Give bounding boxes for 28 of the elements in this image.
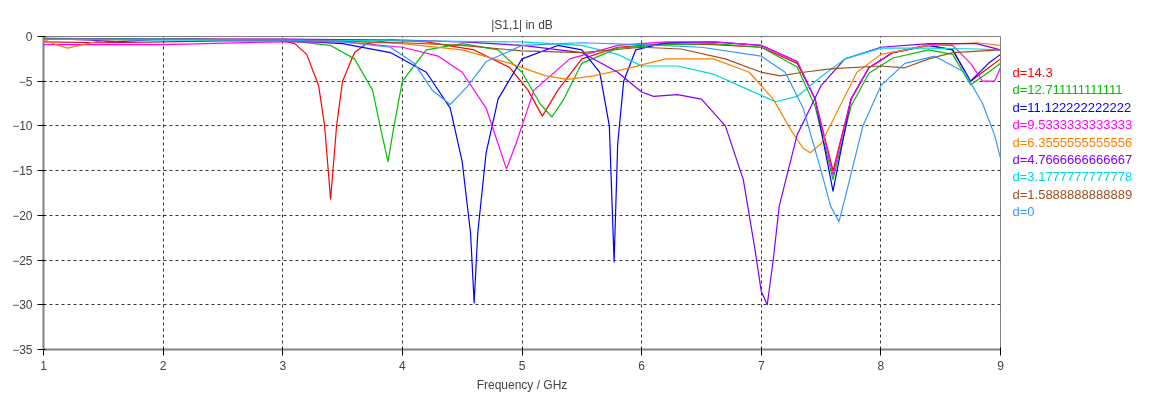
x-tick-label: 2 [159, 358, 167, 373]
y-tick-label: −35 [12, 343, 33, 357]
x-axis-title: Frequency / GHz [476, 377, 568, 392]
x-tick-label: 4 [399, 358, 407, 373]
text: d=3.1777777777778 [1012, 169, 1133, 185]
text: d=4.7666666666667 [1012, 151, 1133, 167]
y-tick-label: 0 [25, 30, 33, 44]
series-label: d=12.711111111111 [1012, 82, 1123, 98]
chart-title: |S1,1| in dB [491, 17, 553, 32]
series-label: d=14.3 [1012, 64, 1053, 80]
x-tick-label: 1 [40, 358, 48, 373]
x-tick-label: 9 [997, 358, 1005, 373]
x-tick-label: 7 [757, 358, 765, 373]
x-tick-label: 3 [279, 358, 287, 373]
y-tick-label: −5 [18, 74, 33, 89]
y-tick-label: −30 [12, 298, 33, 313]
x-tick-label: 6 [638, 358, 646, 373]
y-tick-label: −25 [12, 253, 33, 268]
text: d=1.5888888888889 [1012, 186, 1133, 202]
text: d=9.5333333333333 [1012, 117, 1133, 133]
y-tick-label: −10 [12, 119, 33, 134]
y-tick-label: −20 [12, 208, 33, 223]
x-tick-label: 8 [877, 358, 885, 373]
text: d=0 [1012, 204, 1035, 220]
x-tick-label: 5 [518, 358, 526, 373]
text: d=6.3555555555556 [1012, 134, 1133, 150]
y-tick-label: −15 [12, 164, 33, 179]
text: d=11.122222222222 [1012, 99, 1132, 115]
